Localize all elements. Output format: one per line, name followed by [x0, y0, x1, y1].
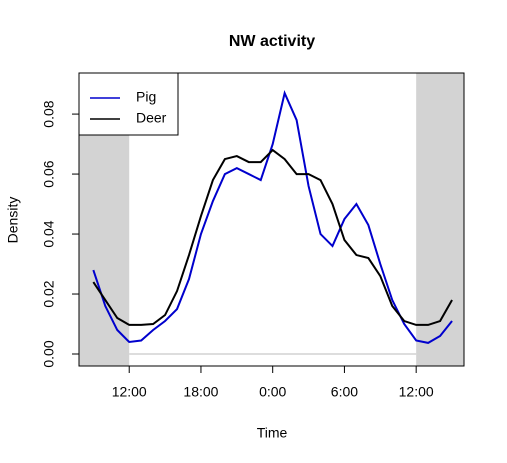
legend-label: Pig: [136, 89, 156, 105]
x-tick-label: 0:00: [259, 384, 286, 400]
x-axis-label: Time: [257, 425, 288, 441]
line-series: [92, 89, 453, 344]
y-axis-label: Density: [5, 197, 21, 244]
x-tick-label: 12:00: [112, 384, 147, 400]
x-tick-label: 12:00: [399, 384, 434, 400]
y-tick-label: 0.06: [41, 160, 57, 187]
y-tick-label: 0.04: [41, 220, 57, 247]
y-tick-label: 0.02: [41, 280, 57, 307]
plot-frame: [78, 72, 465, 367]
x-tick-label: 18:00: [183, 384, 218, 400]
y-tick-label: 0.00: [41, 340, 57, 367]
x-tick-label: 6:00: [331, 384, 358, 400]
line-series: [92, 148, 453, 326]
y-tick-label: 0.08: [41, 100, 57, 127]
legend-box: [78, 72, 179, 136]
legend-label: Deer: [136, 110, 167, 126]
shaded-region: [416, 73, 464, 366]
chart-title: NW activity: [229, 33, 315, 50]
